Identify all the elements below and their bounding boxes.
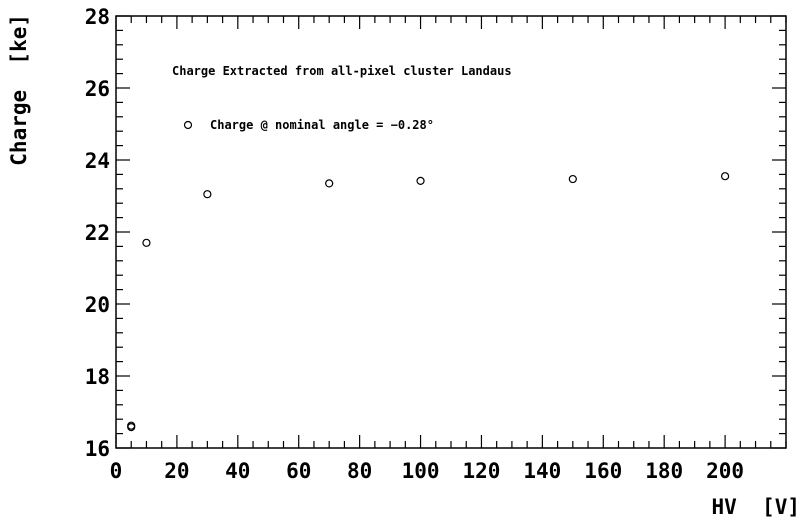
y-tick-label: 16: [85, 437, 110, 461]
y-tick-labels: 16 18 20 22 24 26 28: [85, 5, 110, 461]
x-tick-label: 40: [225, 459, 250, 483]
x-tick-label: 200: [706, 459, 744, 483]
x-tick-label: 120: [462, 459, 500, 483]
chart-annotation: Charge Extracted from all-pixel cluster …: [172, 64, 512, 78]
y-tick-label: 24: [85, 149, 110, 173]
data-point: [568, 174, 577, 184]
data-point: [142, 238, 151, 247]
x-tick-label: 180: [645, 459, 683, 483]
y-tick-label: 22: [85, 221, 110, 245]
x-tick-label: 140: [523, 459, 561, 483]
data-point: [416, 176, 425, 185]
y-axis-title: Charge [ke]: [7, 14, 31, 166]
x-tick-label: 80: [347, 459, 372, 483]
x-tick-label: 60: [286, 459, 311, 483]
x-tick-labels: 0 20 40 60 80 100 120 140 160 180 200: [110, 459, 744, 483]
x-axis-title: HV [V]: [711, 495, 800, 519]
y-tick-label: 28: [85, 5, 110, 29]
plot-frame: [115, 15, 787, 449]
data-point: [203, 190, 212, 199]
data-point: [325, 179, 334, 188]
axis-ticks: [115, 15, 787, 449]
x-tick-label: 160: [584, 459, 622, 483]
x-tick-label: 100: [402, 459, 440, 483]
x-tick-label: 20: [164, 459, 189, 483]
data-point: [127, 421, 136, 430]
legend-marker: [183, 120, 193, 130]
y-tick-label: 20: [85, 293, 110, 317]
legend-label: Charge @ nominal angle = −0.28°: [210, 118, 434, 132]
x-tick-label: 0: [110, 459, 123, 483]
data-points: [127, 172, 730, 432]
y-tick-label: 26: [85, 77, 110, 101]
data-point: [720, 172, 730, 181]
y-tick-label: 18: [85, 365, 110, 389]
